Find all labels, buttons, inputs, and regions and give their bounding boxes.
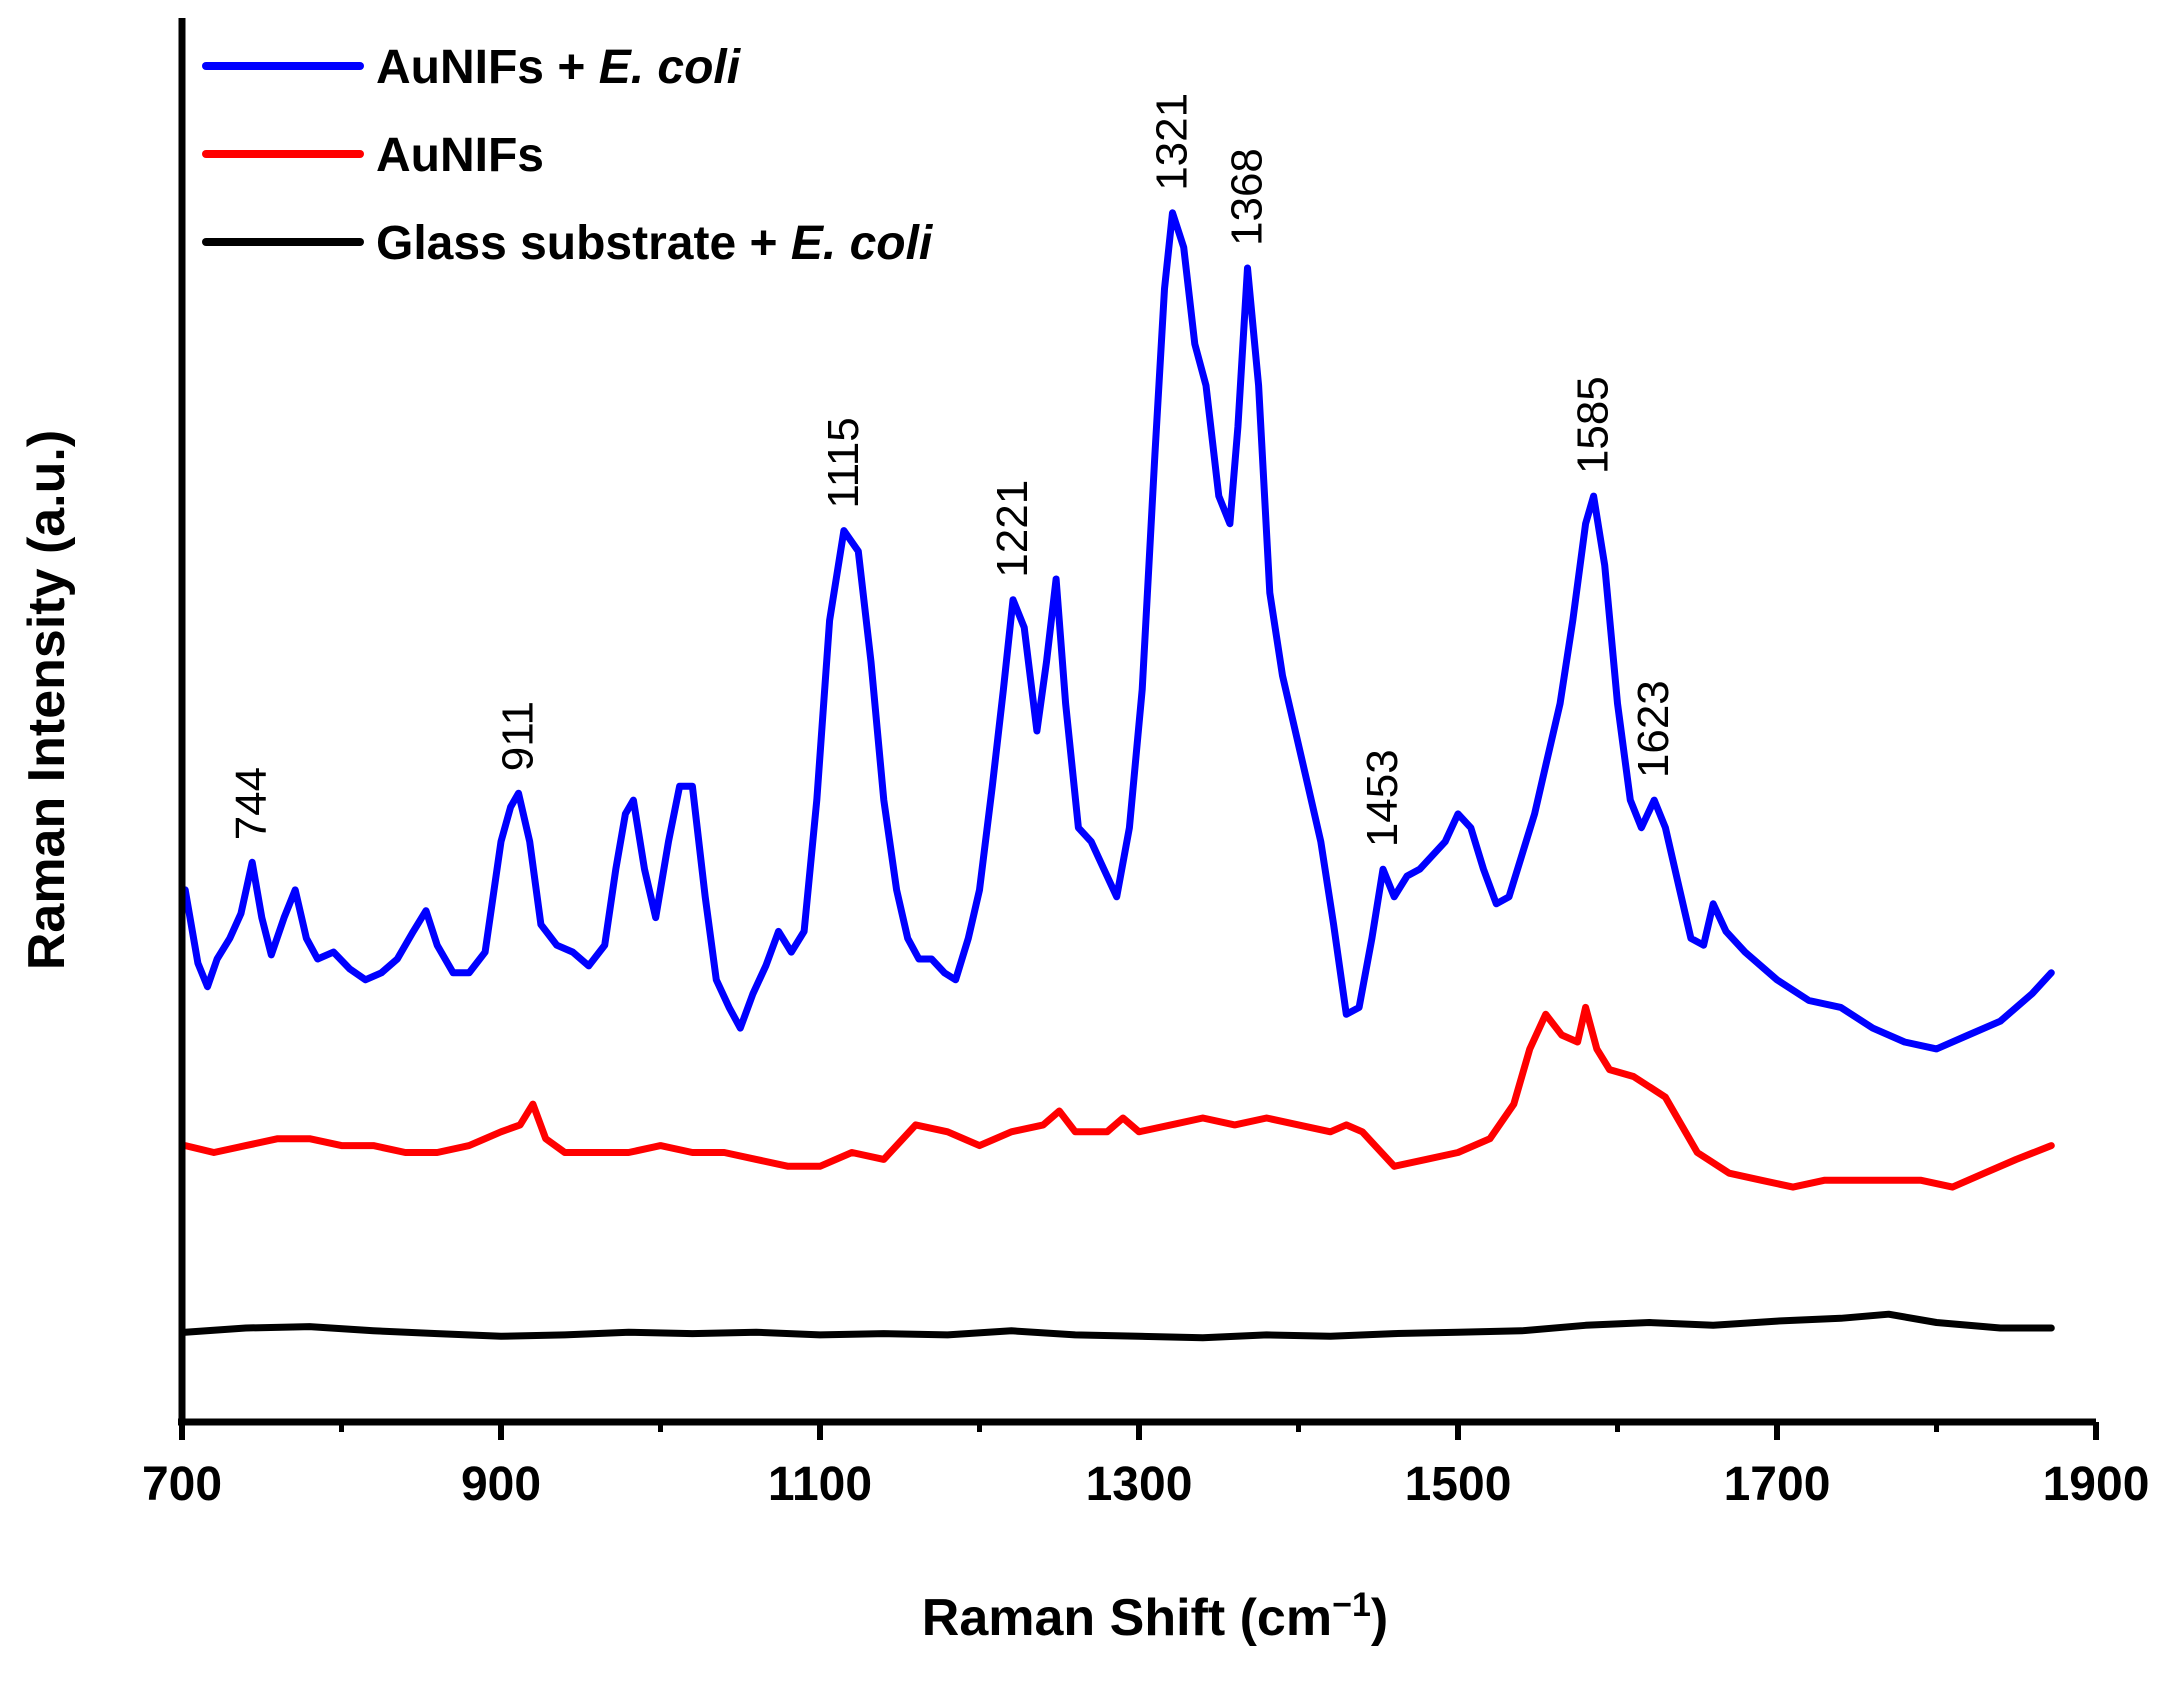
x-tick-label: 900 — [461, 1458, 541, 1511]
peak-label: 1585 — [1569, 376, 1618, 474]
x-tick-label: 1500 — [1405, 1458, 1512, 1511]
x-axis-title: Raman Shift (cm−1) — [922, 1586, 1388, 1647]
x-tick-layer: 700 900 1100 1300 1500 1700 1900 — [142, 1422, 2149, 1511]
x-tick-label: 1900 — [2043, 1458, 2150, 1511]
x-tick-label: 1100 — [768, 1458, 872, 1511]
legend-label: AuNIFs — [376, 129, 544, 182]
legend-label: AuNIFs + E. coli — [376, 41, 742, 94]
peak-label: 1115 — [819, 417, 868, 508]
peak-label: 1221 — [988, 480, 1037, 578]
x-tick-label: 1300 — [1086, 1458, 1193, 1511]
legend: AuNIFs + E. coli AuNIFs Glass substrate + … — [202, 41, 934, 270]
peak-label-layer: 744 911 1115 1221 1321 1368 1453 1585 1623 — [227, 93, 1678, 847]
peak-label: 1453 — [1358, 749, 1407, 847]
series-layer — [181, 209, 2055, 1342]
peak-label: 744 — [227, 767, 276, 840]
series-line-1 — [181, 1003, 2055, 1191]
peak-label: 1321 — [1148, 93, 1197, 191]
series-line-2 — [181, 1310, 2055, 1342]
peak-label: 911 — [494, 701, 543, 771]
series-line-0 — [181, 209, 2055, 1053]
legend-label: Glass substrate + E. coli — [376, 217, 934, 270]
y-axis-title: Raman Intensity (a.u.) — [18, 430, 76, 970]
x-tick-label: 700 — [142, 1458, 222, 1511]
peak-label: 1368 — [1223, 148, 1272, 246]
x-tick-label: 1700 — [1724, 1458, 1831, 1511]
peak-label: 1623 — [1629, 680, 1678, 778]
